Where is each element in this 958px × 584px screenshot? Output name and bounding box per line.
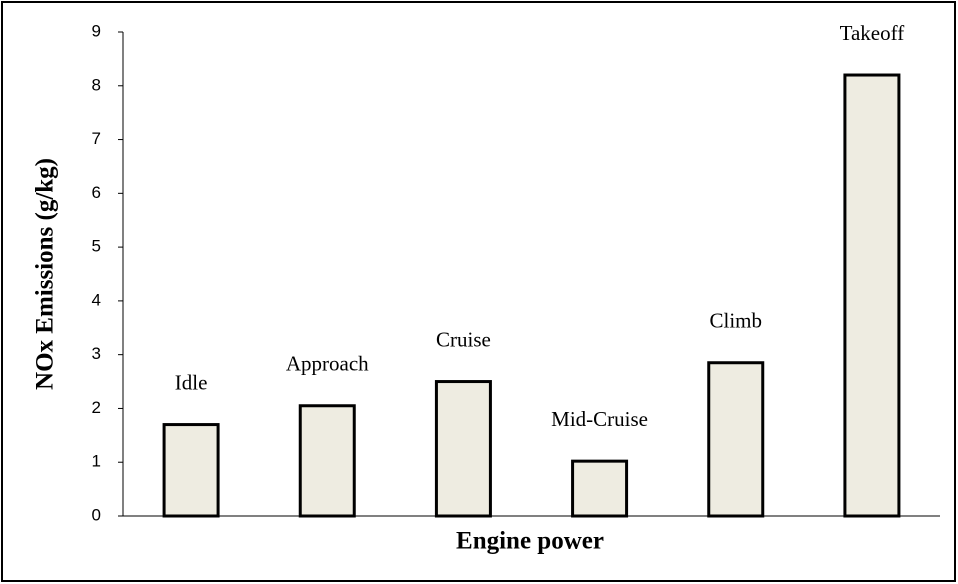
y-tick-label: 5 [92, 237, 101, 256]
y-axis-label: NOx Emissions (g/kg) [32, 158, 59, 390]
x-axis-label: Engine power [456, 528, 604, 555]
category-label: Takeoff [840, 21, 905, 45]
category-label: Approach [286, 352, 369, 376]
y-tick-label: 8 [92, 75, 101, 94]
bar [707, 361, 765, 518]
y-tick-label: 6 [92, 183, 101, 202]
category-label: Climb [709, 309, 762, 333]
bar [571, 459, 629, 518]
bar [162, 423, 220, 518]
category-label: Cruise [436, 327, 491, 351]
y-tick-label: 7 [92, 129, 101, 148]
bar [843, 73, 901, 518]
bar [434, 380, 492, 518]
bar [298, 404, 356, 518]
category-label: Mid-Cruise [551, 407, 648, 431]
y-tick-label: 2 [92, 398, 101, 417]
y-tick-label: 0 [92, 505, 101, 524]
category-label: Idle [175, 370, 208, 394]
y-tick-label: 9 [92, 21, 101, 40]
y-tick-label: 3 [92, 344, 101, 363]
y-tick-label: 1 [92, 452, 101, 471]
y-tick-label: 4 [92, 290, 101, 309]
